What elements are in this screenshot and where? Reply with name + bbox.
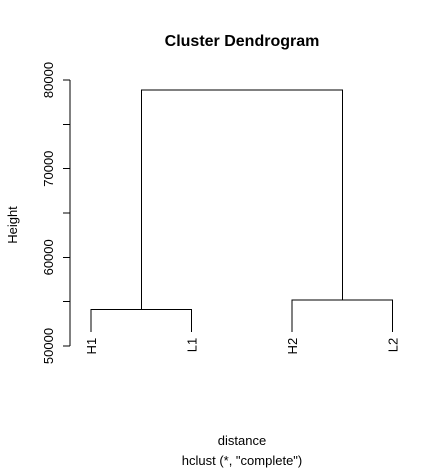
- y-tick-label: 60000: [41, 239, 56, 275]
- y-axis: 50000 60000 70000 80000: [41, 62, 71, 364]
- dendrogram-link: [140, 89, 343, 310]
- chart-title: Cluster Dendrogram: [165, 33, 320, 50]
- y-tick-label: 50000: [41, 328, 56, 364]
- leaf-label: H2: [285, 338, 300, 355]
- y-tick-label: 70000: [41, 151, 56, 187]
- x-axis-subtitle: hclust (*, "complete"): [182, 453, 303, 468]
- dendrogram-link: [291, 299, 393, 332]
- leaf-label: H1: [84, 338, 99, 355]
- x-axis-title: distance: [218, 433, 266, 448]
- y-axis-title: Height: [5, 206, 20, 244]
- leaf-labels: H1 L1 H2 L2: [84, 338, 401, 355]
- leaf-label: L1: [185, 338, 200, 352]
- y-tick-label: 80000: [41, 62, 56, 98]
- dendrogram-links: [90, 89, 393, 332]
- dendrogram-link: [90, 309, 192, 332]
- leaf-label: L2: [386, 338, 401, 352]
